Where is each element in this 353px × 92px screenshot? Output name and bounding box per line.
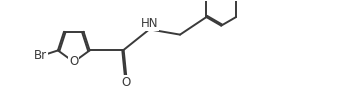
Text: O: O — [69, 55, 78, 68]
Text: HN: HN — [140, 17, 158, 30]
Text: O: O — [121, 76, 130, 89]
Text: Br: Br — [34, 49, 47, 62]
